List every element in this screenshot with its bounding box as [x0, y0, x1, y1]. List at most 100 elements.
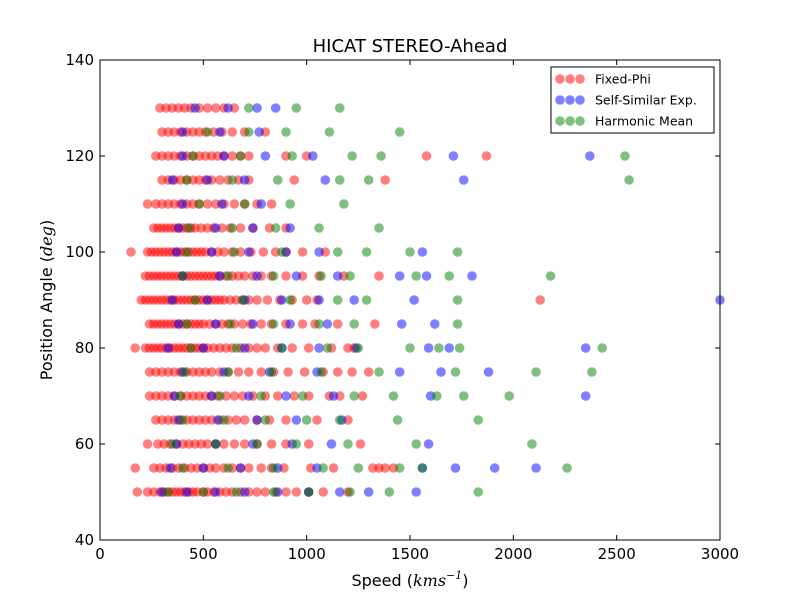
data-point	[202, 295, 213, 305]
data-point	[301, 295, 312, 305]
data-point	[334, 103, 345, 113]
data-point	[432, 391, 442, 401]
data-point	[436, 367, 446, 377]
data-point	[448, 151, 459, 161]
data-point	[297, 319, 308, 329]
data-point	[177, 199, 188, 209]
legend-marker	[555, 74, 565, 84]
x-tick-label: 2000	[494, 545, 532, 563]
legend-marker	[565, 95, 575, 105]
data-point	[281, 415, 291, 425]
data-point	[248, 223, 258, 233]
legend-entries: Fixed-Phi Self-Similar Exp. Harmonic Mean	[555, 72, 697, 129]
data-point	[177, 463, 188, 473]
data-point	[314, 343, 324, 353]
data-point	[260, 487, 271, 497]
data-point	[394, 367, 405, 377]
data-point	[244, 367, 254, 377]
data-point	[239, 199, 250, 209]
legend-label: Harmonic Mean	[595, 114, 693, 129]
data-point	[291, 439, 302, 449]
x-axis-label-text: Speed	[351, 571, 401, 590]
data-point	[580, 391, 591, 401]
data-point	[291, 103, 302, 113]
data-point	[349, 295, 360, 305]
data-point	[423, 439, 434, 449]
legend-marker	[575, 95, 585, 105]
data-point	[297, 247, 308, 257]
data-point	[452, 295, 463, 305]
data-point	[163, 487, 173, 497]
data-point	[388, 391, 399, 401]
data-point	[454, 343, 465, 353]
data-point	[206, 247, 217, 257]
data-point	[182, 247, 192, 257]
data-point	[188, 151, 198, 161]
points-layer	[126, 103, 725, 497]
data-point	[202, 127, 213, 137]
data-point	[334, 487, 345, 497]
data-point	[326, 439, 337, 449]
data-point	[314, 319, 324, 329]
data-point	[219, 151, 229, 161]
y-tick-label: 60	[75, 435, 94, 453]
y-tick-label: 80	[75, 339, 94, 357]
data-point	[527, 439, 537, 449]
data-point	[252, 439, 262, 449]
data-point	[332, 367, 343, 377]
data-point	[370, 319, 380, 329]
data-point	[411, 271, 422, 281]
data-point	[235, 151, 246, 161]
data-point	[291, 487, 302, 497]
data-point	[256, 319, 267, 329]
data-point	[175, 391, 186, 401]
data-point	[229, 247, 240, 257]
data-point	[620, 151, 630, 161]
y-axis-label-unit-open: (	[37, 256, 56, 262]
data-point	[396, 319, 407, 329]
x-tick-label: 3000	[701, 545, 739, 563]
data-point	[167, 439, 178, 449]
data-point	[126, 247, 136, 257]
legend-marker	[575, 116, 585, 126]
data-point	[411, 487, 422, 497]
data-point	[283, 367, 293, 377]
legend-marker	[565, 116, 575, 126]
data-point	[239, 415, 250, 425]
y-tick-label: 100	[65, 243, 94, 261]
data-point	[585, 151, 595, 161]
data-point	[219, 247, 229, 257]
data-point	[287, 343, 298, 353]
data-point	[252, 487, 262, 497]
data-point	[244, 391, 254, 401]
data-point	[260, 415, 271, 425]
data-point	[237, 295, 248, 305]
data-point	[252, 103, 262, 113]
data-point	[223, 271, 233, 281]
data-point	[182, 319, 192, 329]
chart-title: HICAT STEREO-Ahead	[313, 36, 508, 57]
data-point	[202, 103, 213, 113]
data-point	[210, 487, 221, 497]
data-point	[361, 295, 372, 305]
data-point	[409, 295, 419, 305]
data-point	[405, 247, 415, 257]
data-point	[394, 127, 405, 137]
data-point	[177, 271, 188, 281]
data-point	[239, 271, 250, 281]
data-point	[244, 151, 254, 161]
data-point	[167, 175, 178, 185]
data-point	[545, 271, 556, 281]
data-point	[223, 367, 233, 377]
data-point	[219, 415, 229, 425]
data-point	[467, 271, 477, 281]
data-point	[260, 151, 271, 161]
data-point	[235, 223, 246, 233]
data-point	[297, 391, 308, 401]
data-point	[130, 343, 140, 353]
data-point	[458, 175, 469, 185]
data-point	[244, 127, 254, 137]
data-point	[444, 271, 455, 281]
x-tick-label: 0	[95, 545, 105, 563]
y-tick-label: 140	[65, 51, 94, 69]
